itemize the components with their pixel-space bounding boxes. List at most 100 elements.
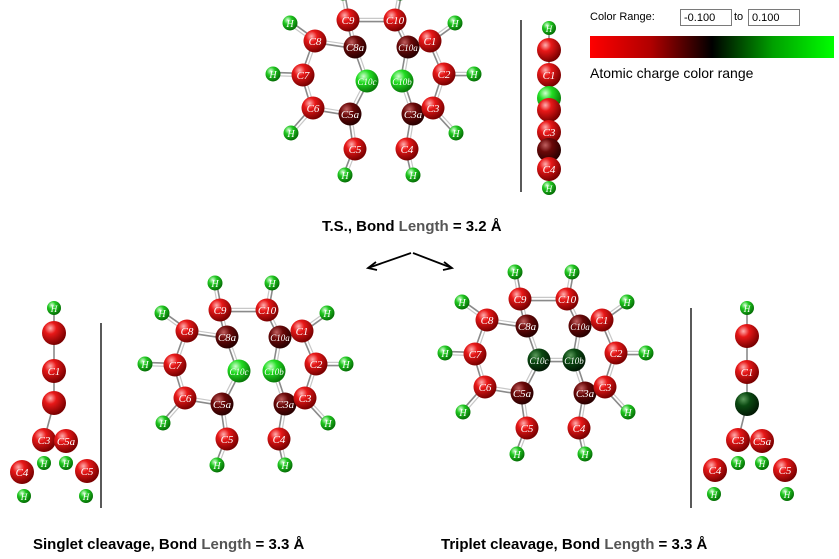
hydrogen-atom <box>437 345 453 361</box>
carbon-atom-c4 <box>395 137 419 161</box>
carbon-atom-c1 <box>590 308 614 332</box>
carbon-label: C7 <box>297 70 310 82</box>
hydrogen-label: H <box>567 268 576 279</box>
carbon-label: C2 <box>610 348 623 360</box>
side-atom-label: H <box>734 459 742 469</box>
hydrogen-atom <box>448 125 464 141</box>
carbon-label: C3 <box>427 103 440 115</box>
carbon-label: C10a <box>398 43 418 53</box>
side-atom-label: C4 <box>16 467 29 479</box>
carbon-label: C5 <box>521 423 534 435</box>
color-range-min-input[interactable]: -0.100 <box>680 9 732 26</box>
caption-singlet-main: Singlet cleavage, Bond <box>33 536 202 553</box>
hydrogen-label: H <box>341 360 350 371</box>
hydrogen-label: H <box>286 129 295 140</box>
hydrogen-atom <box>405 167 421 183</box>
caption-ts-highlight: Length <box>398 218 449 235</box>
side-carbon-atom <box>537 98 561 122</box>
carbon-label: C8a <box>518 321 537 333</box>
hydrogen-atom <box>638 345 654 361</box>
hydrogen-atom <box>338 356 354 372</box>
side-atom-label: C1 <box>543 70 556 82</box>
side-atom-label: C3 <box>732 435 745 447</box>
side-carbon-atom <box>537 157 561 181</box>
side-atom-label: C5a <box>57 436 76 448</box>
carbon-atom-c10a <box>568 314 592 338</box>
hydrogen-label: H <box>469 70 478 81</box>
side-hydrogen-atom <box>59 456 73 470</box>
side-atom-label: C5 <box>81 466 94 478</box>
hydrogen-atom <box>564 264 580 280</box>
side-view-ts: H C1 C3 C4 H <box>537 21 561 195</box>
carbon-atom-c1 <box>290 319 314 343</box>
carbon-atom-c5a <box>510 381 534 405</box>
hydrogen-atom <box>577 446 593 462</box>
arrow-left-head <box>365 261 378 271</box>
hydrogen-atom <box>509 446 525 462</box>
carbon-atom-c5a <box>210 392 234 416</box>
hydrogen-atom <box>447 15 463 31</box>
side-atom-label: H <box>62 459 70 469</box>
carbon-label: C4 <box>273 434 286 446</box>
carbon-label: C10c <box>230 367 249 377</box>
hydrogen-atom <box>264 275 280 291</box>
side-carbon-atom <box>75 459 99 483</box>
caption-ts-main: T.S., Bond <box>322 218 399 235</box>
side-view-singlet: H C1 C3 C5a C4 C5 H H H H <box>10 301 99 503</box>
side-atom-label: H <box>40 459 48 469</box>
hydrogen-label: H <box>451 129 460 140</box>
side-atom-label: H <box>783 490 791 500</box>
carbon-atom-c2 <box>432 62 456 86</box>
carbon-atom-c4 <box>567 416 591 440</box>
carbon-atom-c8 <box>303 29 327 53</box>
hydrogen-label: H <box>510 268 519 279</box>
carbon-atom-c10 <box>555 287 579 311</box>
hydrogen-label: H <box>580 450 589 461</box>
hydrogen-atom <box>154 305 170 321</box>
color-range-max-input[interactable]: 0.100 <box>748 9 800 26</box>
molecules: H H H H H H H H H H C9 C10 C8 C8a C10a C1 C7 C10c C10b C2 C6… <box>10 0 797 503</box>
carbon-atom-c6 <box>173 386 197 410</box>
side-atom-label: H <box>743 304 751 314</box>
side-carbon-atom <box>735 360 759 384</box>
carbon-label: C8a <box>346 42 365 54</box>
hydrogen-atom <box>340 0 346 1</box>
carbon-atom-c10b <box>390 69 414 93</box>
side-hydrogen-atom <box>542 181 556 195</box>
side-carbon-atom <box>42 359 66 383</box>
carbon-atom-c10b <box>262 359 286 383</box>
side-hydrogen-atom <box>542 21 556 35</box>
reaction-arrows <box>365 252 455 271</box>
hydrogen-label: H <box>267 279 276 290</box>
hydrogen-label: H <box>512 450 521 461</box>
hydrogen-atom <box>397 0 403 1</box>
carbon-label: C9 <box>342 15 355 27</box>
hydrogen-label: H <box>340 171 349 182</box>
carbon-label: C2 <box>310 359 323 371</box>
carbon-label: C10c <box>358 77 377 87</box>
hydrogen-label: H <box>440 349 449 360</box>
carbon-label: C7 <box>469 349 482 361</box>
hydrogen-label: H <box>212 461 221 472</box>
hydrogen-atom <box>209 457 225 473</box>
side-carbon-atom <box>42 391 66 415</box>
molecule-ts: HHHHHHHHHHC9C10C8C8aC10aC1C7C10cC10bC2C6… <box>265 0 482 183</box>
carbon-atom-c7 <box>463 342 487 366</box>
side-atom-label: H <box>50 304 58 314</box>
carbon-atom-c9 <box>208 298 232 322</box>
side-carbon-atom <box>32 428 56 452</box>
carbon-label: C5a <box>341 109 360 121</box>
carbon-atom-c3 <box>293 386 317 410</box>
carbon-atom-c10b <box>562 348 586 372</box>
arrow-right <box>412 252 453 269</box>
hydrogen-atom <box>619 294 635 310</box>
carbon-label: C1 <box>596 315 609 327</box>
color-range-label: Color Range: <box>590 11 655 23</box>
hydrogen-label: H <box>450 19 459 30</box>
hydrogen-label: H <box>140 360 149 371</box>
side-atom-label: H <box>545 24 553 34</box>
side-atom-label: C1 <box>48 366 61 378</box>
side-carbon-atom <box>726 428 750 452</box>
carbon-atom-c3a <box>573 381 597 405</box>
